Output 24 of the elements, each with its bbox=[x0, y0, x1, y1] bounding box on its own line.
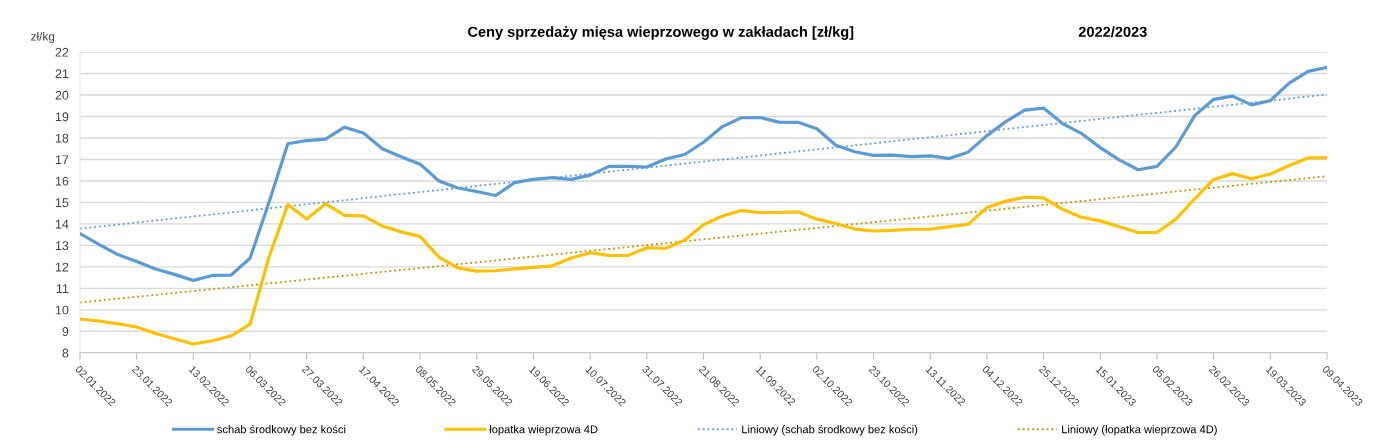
y-tick-label: 20 bbox=[55, 90, 69, 100]
y-tick-label: 17 bbox=[55, 155, 69, 164]
y-tick-label: 16 bbox=[55, 176, 69, 186]
line-series bbox=[79, 65, 1328, 282]
legend-label: Liniowy (schab środkowy bez kości) bbox=[742, 424, 918, 436]
chart-title: Ceny sprzedaży mięsa wieprzowego w zakładach [zł/kg] bbox=[468, 26, 854, 40]
y-tick-label: 15 bbox=[55, 198, 69, 208]
y-tick-label: 21 bbox=[55, 69, 69, 79]
y-tick-label: 8 bbox=[62, 348, 69, 358]
y-tick-label: 19 bbox=[55, 112, 69, 122]
y-tick-label: 18 bbox=[55, 133, 69, 143]
line-series bbox=[79, 156, 1328, 346]
y-tick-label: 9 bbox=[62, 327, 69, 336]
y-tick-label: 12 bbox=[55, 262, 69, 272]
legend-label: Liniowy (łopatka wieprzowa 4D) bbox=[1062, 425, 1217, 436]
y-tick-label: 13 bbox=[55, 241, 69, 251]
y-tick-label: 14 bbox=[55, 219, 69, 229]
y-axis-title: zł/kg bbox=[31, 31, 55, 43]
y-tick-label: 10 bbox=[55, 305, 69, 315]
y-tick-label: 22 bbox=[55, 47, 69, 57]
legend-label: schab środkowy bez kości bbox=[217, 424, 346, 436]
y-tick-label: 11 bbox=[56, 284, 69, 293]
chart-subtitle: 2022/2023 bbox=[1078, 26, 1147, 38]
legend-label: łopatka wieprzowa 4D bbox=[489, 425, 598, 436]
